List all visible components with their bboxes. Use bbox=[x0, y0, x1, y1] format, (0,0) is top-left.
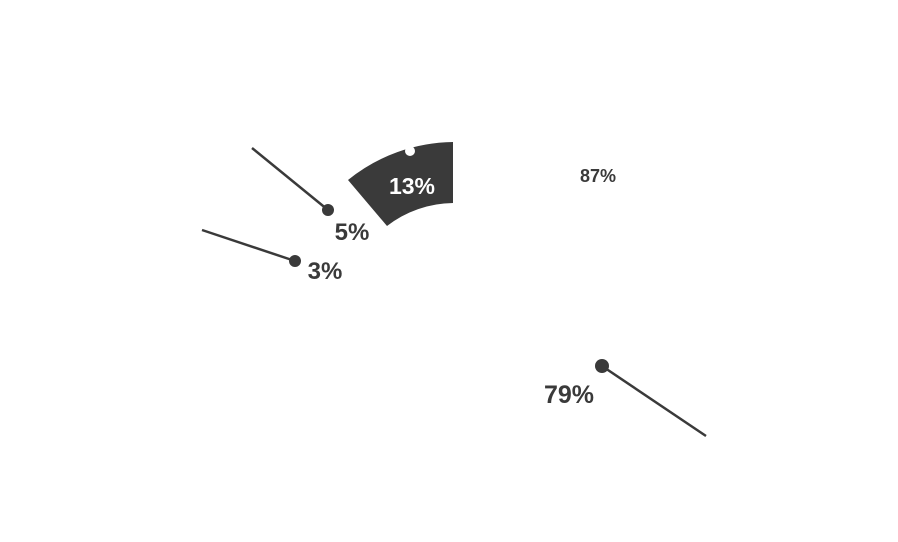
leader-dot-79-percent bbox=[595, 359, 609, 373]
label-79-percent: 79% bbox=[544, 381, 594, 409]
leader-dot-3-percent bbox=[289, 255, 301, 267]
label-13-percent: 13% bbox=[389, 173, 435, 199]
leader-line-5-percent bbox=[251, 147, 329, 211]
label-5-percent: 5% bbox=[335, 219, 370, 246]
slice-13-marker bbox=[405, 146, 415, 156]
slice-13-percent bbox=[348, 142, 453, 226]
leader-dot-5-percent bbox=[322, 204, 334, 216]
label-87-percent: 87% bbox=[580, 166, 616, 186]
leader-line-3-percent bbox=[201, 228, 296, 263]
leader-line-79-percent bbox=[601, 364, 707, 438]
label-3-percent: 3% bbox=[308, 258, 343, 285]
